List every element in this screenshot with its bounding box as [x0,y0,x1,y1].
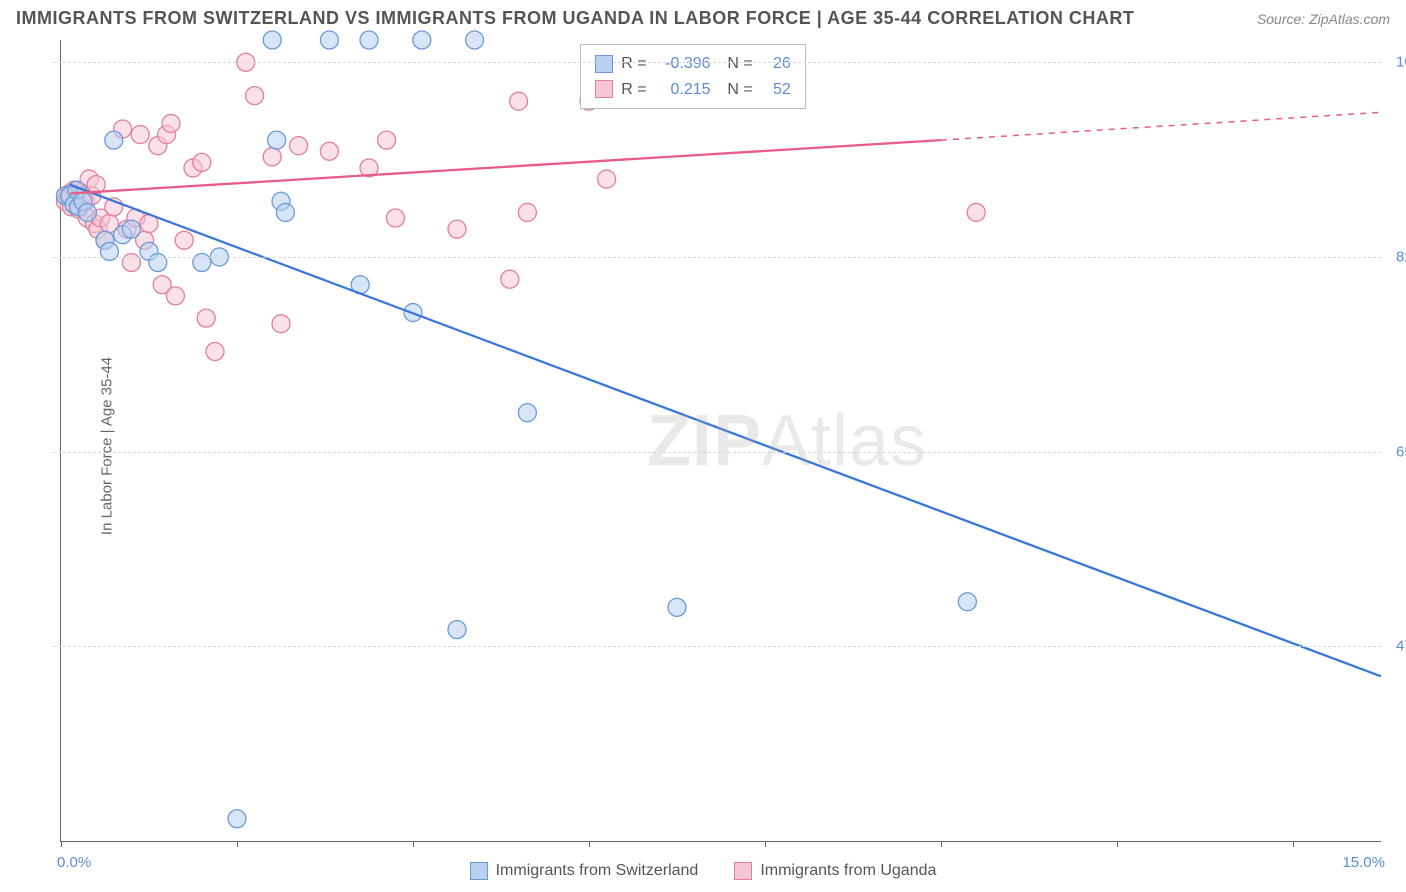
data-point [162,114,180,132]
x-tick [941,841,942,847]
x-tick [413,841,414,847]
legend-item: Immigrants from Uganda [734,862,936,880]
data-point [228,810,246,828]
n-value: 52 [761,77,791,103]
r-label: R = [621,51,646,77]
r-value: 0.215 [655,77,711,103]
legend-stat-row: R = 0.215 N = 52 [595,77,791,103]
legend-item: Immigrants from Switzerland [470,862,699,880]
chart-header: IMMIGRANTS FROM SWITZERLAND VS IMMIGRANT… [16,8,1390,29]
x-tick [1117,841,1118,847]
data-point [378,131,396,149]
x-tick [765,841,766,847]
chart-title: IMMIGRANTS FROM SWITZERLAND VS IMMIGRANT… [16,8,1134,29]
data-point [263,31,281,49]
gridline [53,646,1381,647]
data-point [448,220,466,238]
trend-line-extrapolated [941,112,1381,140]
gridline [53,257,1381,258]
data-point [360,31,378,49]
n-value: 26 [761,51,791,77]
data-point [967,203,985,221]
y-tick-label: 47.5% [1386,638,1406,655]
gridline [53,452,1381,453]
legend-swatch [595,55,613,73]
data-point [105,131,123,149]
data-point [510,92,528,110]
data-point [501,270,519,288]
series-legend: Immigrants from Switzerland Immigrants fr… [0,862,1406,880]
data-point [518,203,536,221]
data-point [175,231,193,249]
data-point [958,593,976,611]
x-tick [237,841,238,847]
data-point [386,209,404,227]
data-point [197,309,215,327]
source-attribution: Source: ZipAtlas.com [1257,11,1390,27]
data-point [78,203,96,221]
x-tick [589,841,590,847]
n-label: N = [719,51,753,77]
x-tick [1293,841,1294,847]
correlation-stats-legend: R = -0.396 N = 26 R = 0.215 N = 52 [580,44,806,109]
trend-line [70,185,1381,677]
r-value: -0.396 [655,51,711,77]
data-point [413,31,431,49]
legend-swatch [595,80,613,98]
data-point [131,126,149,144]
legend-label: Immigrants from Uganda [760,862,936,880]
n-label: N = [719,77,753,103]
legend-label: Immigrants from Switzerland [496,862,699,880]
data-point [276,203,294,221]
data-point [206,343,224,361]
data-point [263,148,281,166]
legend-swatch [470,862,488,880]
legend-stat-row: R = -0.396 N = 26 [595,51,791,77]
y-tick-label: 82.5% [1386,248,1406,265]
x-tick [61,841,62,847]
r-label: R = [621,77,646,103]
data-point [193,153,211,171]
data-point [320,142,338,160]
gridline [53,62,1381,63]
chart-svg-layer [61,40,1381,841]
data-point [320,31,338,49]
data-point [268,131,286,149]
data-point [598,170,616,188]
data-point [122,220,140,238]
data-point [466,31,484,49]
data-point [668,598,686,616]
y-tick-label: 100.0% [1386,54,1406,71]
data-point [290,137,308,155]
data-point [448,621,466,639]
data-point [272,315,290,333]
data-point [166,287,184,305]
y-tick-label: 65.0% [1386,443,1406,460]
legend-swatch [734,862,752,880]
chart-plot-area: ZIPAtlas R =-0.396 N =26R =0.215 N =52 4… [60,40,1381,842]
data-point [246,87,264,105]
data-point [518,404,536,422]
